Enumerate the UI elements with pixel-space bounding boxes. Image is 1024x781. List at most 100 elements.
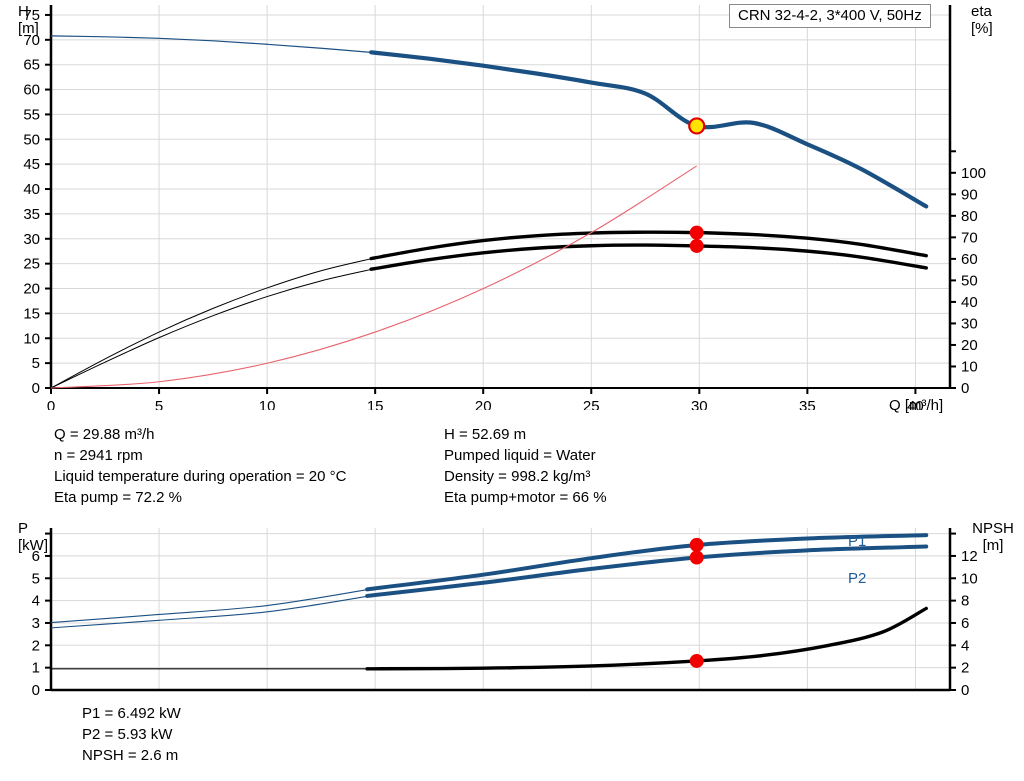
svg-text:30: 30	[23, 231, 40, 248]
svg-text:4: 4	[32, 593, 40, 610]
svg-text:0: 0	[32, 380, 40, 397]
svg-text:5: 5	[32, 570, 40, 587]
info-eta-pump-motor: Eta pump+motor = 66 %	[444, 489, 607, 506]
curve-h-head-	[369, 50, 929, 209]
curve-p1	[365, 533, 929, 592]
svg-text:8: 8	[961, 593, 969, 610]
top-chart-curves	[50, 35, 929, 389]
svg-text:4: 4	[961, 637, 969, 654]
info-pumped-liquid: Pumped liquid = Water	[444, 447, 596, 464]
svg-text:2: 2	[961, 660, 969, 677]
svg-text:15: 15	[367, 398, 384, 410]
svg-text:0: 0	[961, 380, 969, 397]
svg-text:10: 10	[23, 330, 40, 347]
svg-text:40: 40	[907, 398, 924, 410]
svg-text:50: 50	[23, 131, 40, 148]
svg-text:100: 100	[961, 165, 986, 182]
svg-text:0: 0	[961, 682, 969, 699]
svg-text:20: 20	[961, 337, 978, 354]
svg-text:5: 5	[155, 398, 163, 410]
curve-p2	[365, 544, 929, 598]
info-density: Density = 998.2 kg/m³	[444, 468, 591, 485]
curve-eta-pump-motor-thin	[50, 268, 376, 389]
svg-text:12: 12	[961, 548, 978, 565]
curve-p1-thin	[50, 587, 376, 624]
curve-p2-thin	[50, 594, 376, 629]
bottom-chart-curves	[50, 533, 929, 671]
top-left-axis-title: H [m]	[18, 3, 39, 37]
info-head: H = 52.69 m	[444, 426, 527, 443]
svg-text:6: 6	[32, 548, 40, 565]
bottom-right-axis-title: NPSH [m]	[972, 520, 1014, 554]
svg-text:45: 45	[23, 156, 40, 173]
top-right-axis-title: eta [%]	[971, 3, 993, 37]
svg-text:60: 60	[961, 251, 978, 268]
bottom-chart-gridlines	[50, 528, 950, 691]
svg-text:90: 90	[961, 186, 978, 203]
operating-point-marker	[689, 238, 704, 253]
svg-text:70: 70	[23, 32, 40, 49]
svg-text:25: 25	[583, 398, 600, 410]
svg-text:65: 65	[23, 57, 40, 74]
curve-eta-pump-thin	[50, 257, 376, 389]
svg-text:0: 0	[32, 682, 40, 699]
bottom-left-axis-title: P [kW]	[18, 520, 48, 554]
info-p1: P1 = 6.492 kW	[82, 705, 181, 722]
p2-curve-label: P2	[848, 570, 867, 587]
info-liquid-temperature: Liquid temperature during operation = 20…	[54, 468, 347, 485]
curve-eta-pump-motor	[369, 243, 928, 271]
top-chart-gridlines	[50, 5, 950, 389]
operating-point-marker	[689, 550, 704, 565]
top-x-axis-title: Q [m³/h]	[889, 397, 944, 414]
svg-text:30: 30	[961, 315, 978, 332]
svg-text:40: 40	[23, 181, 40, 198]
svg-text:15: 15	[23, 305, 40, 322]
svg-text:75: 75	[23, 7, 40, 24]
svg-text:50: 50	[961, 272, 978, 289]
svg-text:30: 30	[691, 398, 708, 410]
info-column-right: H = 52.69 m Pumped liquid = Water Densit…	[444, 424, 607, 508]
info-speed: n = 2941 rpm	[54, 447, 143, 464]
power-npsh-chart: 0 1 2 3 4 5 6 0 2 4 6 8 10 12	[0, 515, 1024, 710]
top-chart-markers	[688, 117, 706, 253]
info-flow: Q = 29.88 m³/h	[54, 426, 155, 443]
svg-text:40: 40	[961, 294, 978, 311]
svg-text:6: 6	[961, 615, 969, 632]
svg-text:2: 2	[32, 637, 40, 654]
curve-system-curve	[50, 165, 698, 389]
svg-text:0: 0	[47, 398, 55, 410]
top-chart-axes	[45, 5, 956, 394]
svg-text:35: 35	[23, 206, 40, 223]
curve-h-head--thin	[50, 35, 376, 54]
svg-text:1: 1	[32, 660, 40, 677]
pump-model-title: CRN 32-4-2, 3*400 V, 50Hz	[729, 4, 931, 28]
info-eta-pump: Eta pump = 72.2 %	[54, 489, 182, 506]
svg-text:20: 20	[475, 398, 492, 410]
head-efficiency-plot: 0510152025303540455055606570750102030405…	[23, 5, 986, 410]
svg-text:35: 35	[799, 398, 816, 410]
operating-point-marker	[689, 225, 704, 240]
curve-eta-pump	[369, 230, 928, 261]
info-npsh: NPSH = 2.6 m	[82, 747, 179, 764]
svg-text:80: 80	[961, 208, 978, 225]
head-efficiency-chart: 0 5 10 15 20 25 30 35 40 45 50 55 60 65 70 75 0 10 20 30 40 5…	[23, 5, 986, 410]
svg-text:55: 55	[23, 106, 40, 123]
info-p2: P2 = 5.93 kW	[82, 726, 173, 743]
svg-text:70: 70	[961, 229, 978, 246]
svg-text:10: 10	[259, 398, 276, 410]
svg-text:3: 3	[32, 615, 40, 632]
info-column-left: Q = 29.88 m³/h n = 2941 rpm Liquid tempe…	[54, 424, 346, 508]
curve-npsh	[365, 606, 928, 671]
svg-text:25: 25	[23, 256, 40, 273]
duty-point-marker[interactable]	[688, 117, 706, 135]
svg-text:5: 5	[32, 355, 40, 372]
p1-curve-label: P1	[848, 533, 867, 550]
top-chart-tick-labels: 0510152025303540455055606570750102030405…	[23, 7, 986, 410]
svg-text:10: 10	[961, 358, 978, 375]
operating-point-marker	[689, 653, 704, 668]
bottom-chart-markers	[689, 537, 704, 668]
operating-point-marker	[689, 537, 704, 552]
